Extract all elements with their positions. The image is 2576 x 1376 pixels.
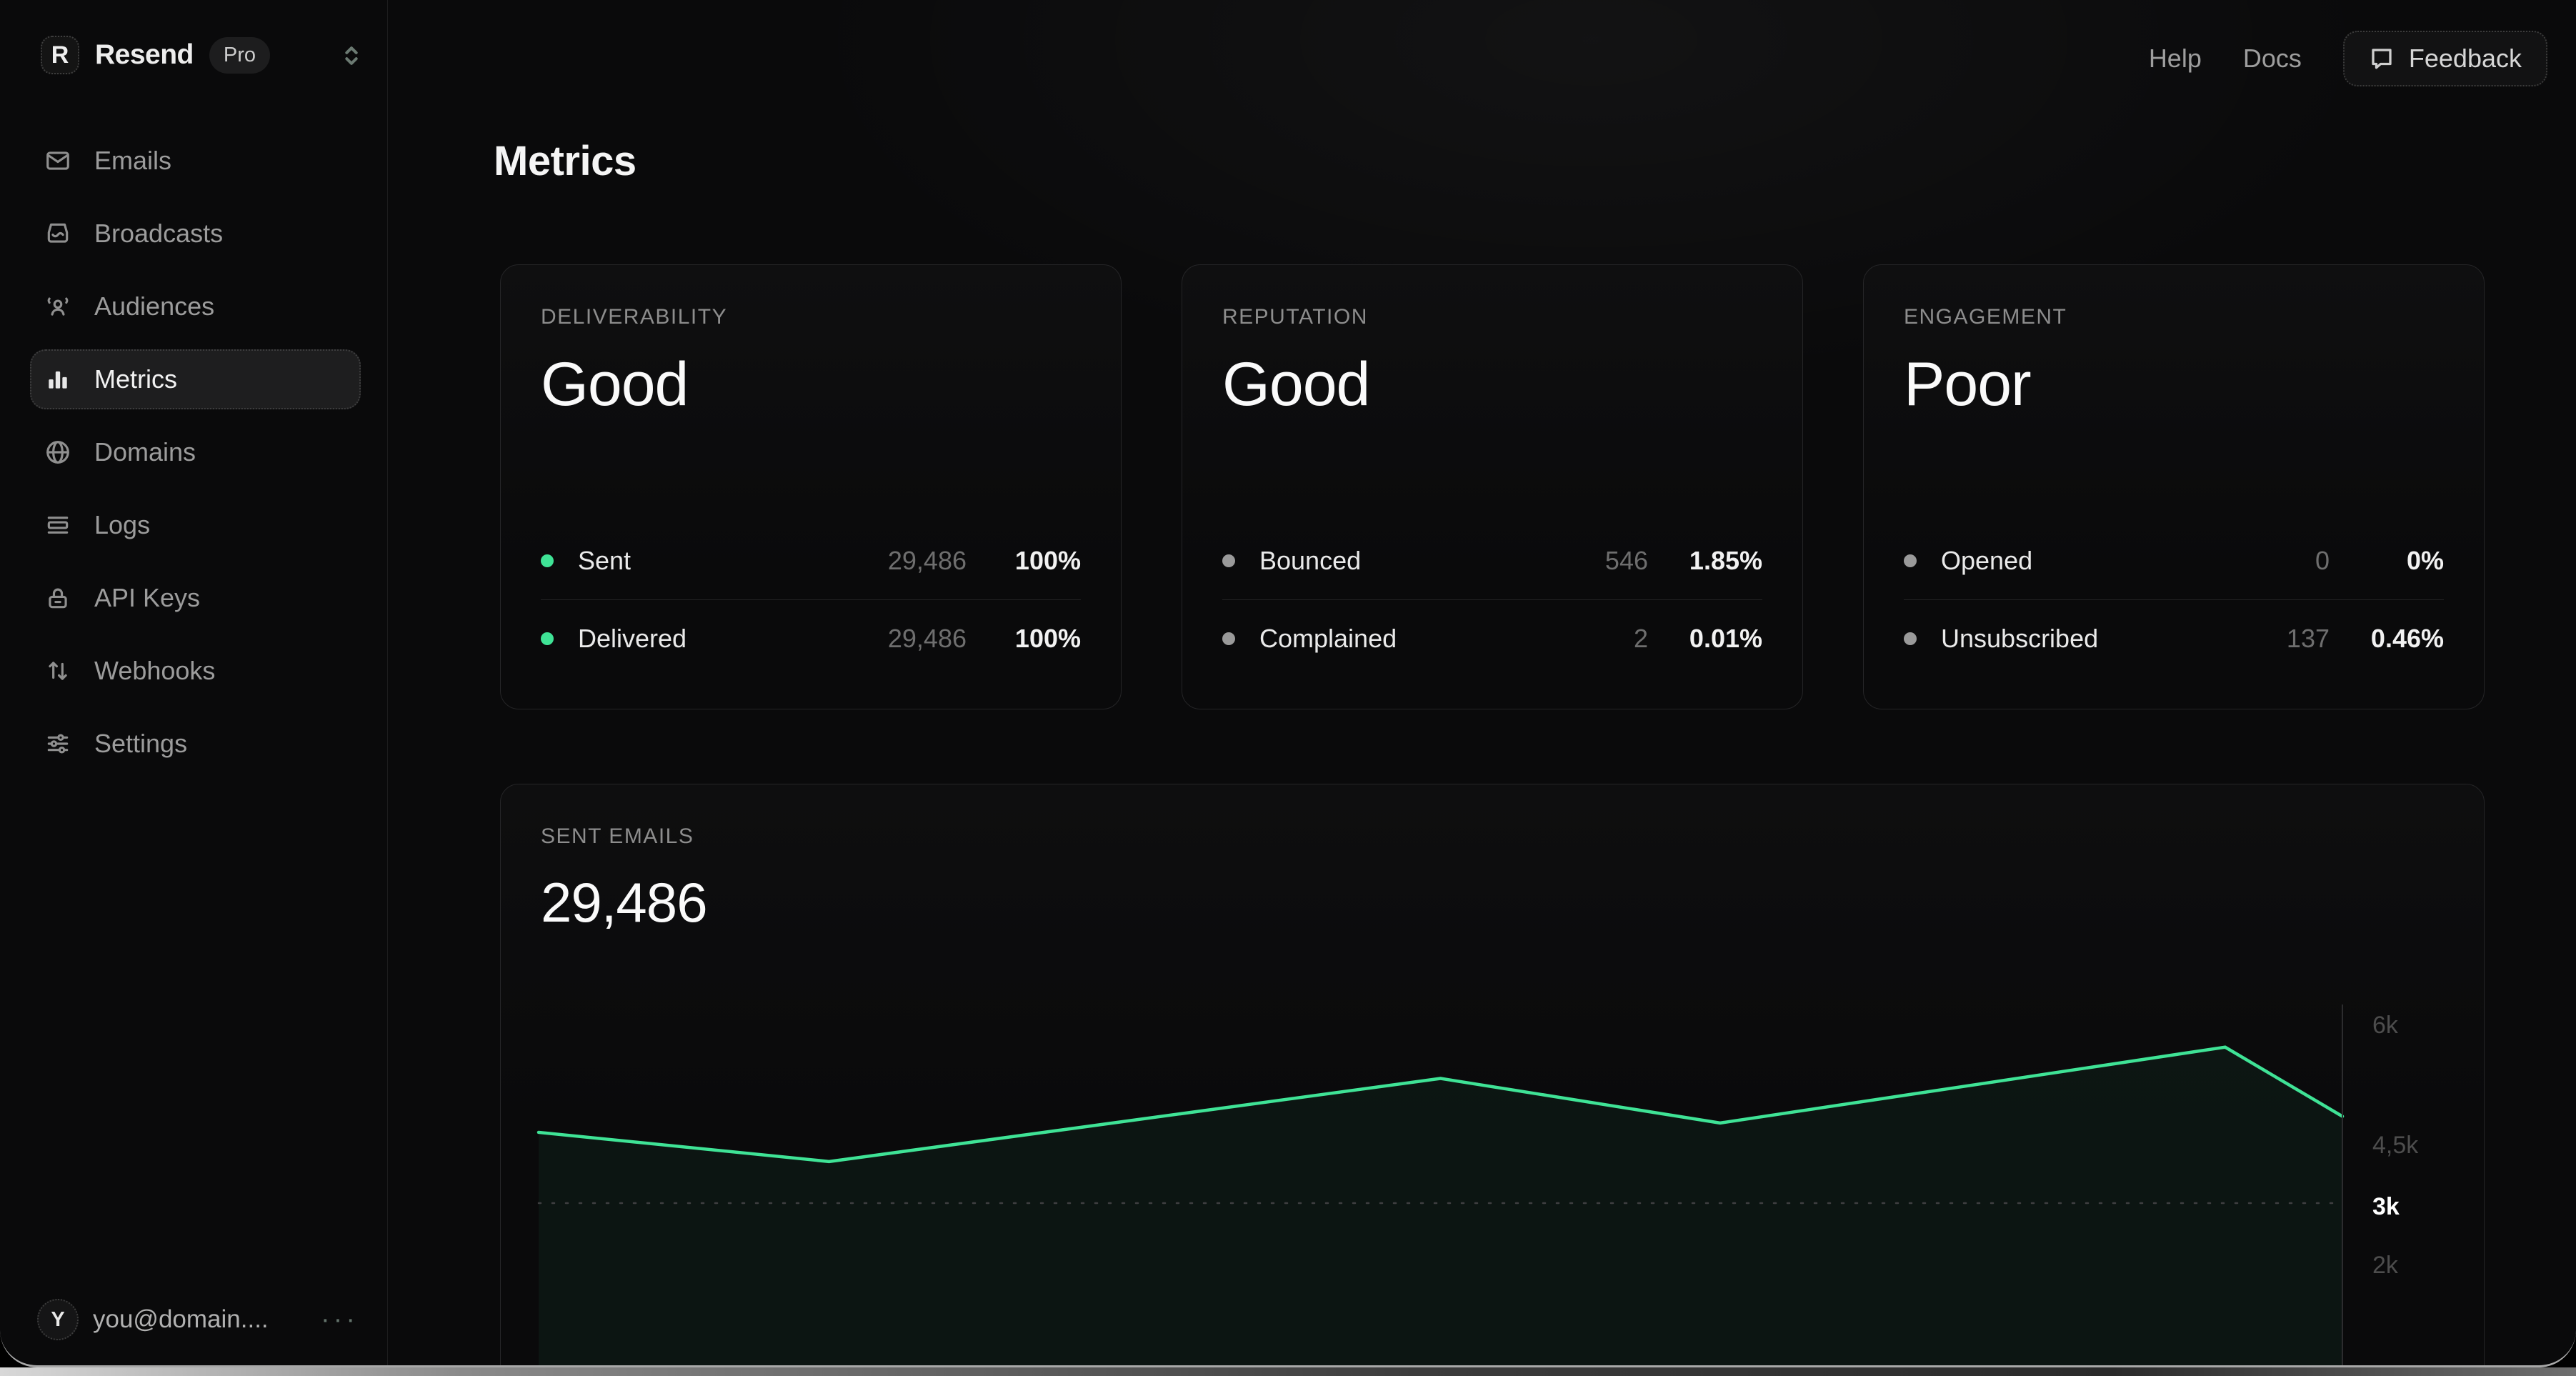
sent-emails-card: 6k 4,5k 3k 2k SENT EMAILS 29,486 (500, 784, 2485, 1365)
page-title: Metrics (494, 138, 636, 184)
row-divider (1222, 599, 1762, 600)
card-label: DELIVERABILITY (541, 305, 728, 329)
sidebar-item-settings[interactable]: Settings (30, 707, 361, 780)
row-divider (1904, 599, 2444, 600)
feedback-button[interactable]: Feedback (2342, 31, 2547, 86)
sidebar-nav: Emails Broadcasts Audiences Metrics Doma… (30, 124, 361, 780)
avatar: Y (37, 1299, 79, 1340)
window-bottom-edge (0, 1367, 2576, 1376)
sidebar-item-metrics[interactable]: Metrics (30, 349, 361, 409)
status-dot (1222, 632, 1235, 645)
metric-row-opened: Opened 0 0% (1904, 531, 2444, 591)
topbar: Help Docs Feedback (2149, 31, 2547, 86)
globe-icon (46, 441, 69, 464)
mail-icon (46, 151, 69, 170)
summary-cards: DELIVERABILITY Good Sent 29,486 100% Del… (500, 264, 2485, 709)
status-dot (1904, 554, 1917, 567)
brand-name: Resend (95, 39, 194, 70)
chevron-updown-icon[interactable] (337, 41, 366, 70)
card-label: ENGAGEMENT (1904, 305, 2067, 329)
docs-link[interactable]: Docs (2242, 44, 2302, 73)
sent-emails-label: SENT EMAILS (541, 824, 694, 848)
help-link[interactable]: Help (2148, 44, 2202, 73)
status-dot (1222, 554, 1235, 567)
lock-icon (49, 588, 67, 609)
resend-logo: R (41, 36, 79, 74)
row-divider (541, 599, 1081, 600)
metric-row-bounced: Bounced 546 1.85% (1222, 531, 1762, 591)
user-menu-dots-icon[interactable]: ··· (321, 1305, 359, 1335)
metric-row-sent: Sent 29,486 100% (541, 531, 1081, 591)
chat-bubble-icon (2372, 49, 2392, 69)
svg-text:2k: 2k (2372, 1252, 2399, 1279)
card-reputation: REPUTATION Good Bounced 546 1.85% Compla… (1182, 264, 1803, 709)
metric-row-delivered: Delivered 29,486 100% (541, 609, 1081, 669)
sidebar-item-logs[interactable]: Logs (30, 489, 361, 562)
svg-text:4,5k: 4,5k (2372, 1132, 2419, 1159)
webhooks-icon (49, 662, 67, 680)
svg-text:6k: 6k (2372, 1012, 2399, 1039)
sidebar: R Resend Pro Emails Broadcasts (0, 0, 388, 1365)
status-dot (1904, 632, 1917, 645)
card-status: Good (1222, 350, 1370, 419)
sidebar-item-broadcasts[interactable]: Broadcasts (30, 197, 361, 270)
card-label: REPUTATION (1222, 305, 1368, 329)
card-status: Poor (1904, 350, 2032, 419)
user-email: you@domain.... (93, 1305, 269, 1333)
user-account-row[interactable]: Y you@domain.... ··· (37, 1299, 359, 1340)
svg-text:3k: 3k (2372, 1193, 2400, 1220)
logo-letter: R (51, 41, 69, 69)
sidebar-item-api-keys[interactable]: API Keys (30, 562, 361, 634)
sent-emails-total: 29,486 (541, 871, 708, 934)
metric-row-complained: Complained 2 0.01% (1222, 609, 1762, 669)
main-content: Help Docs Feedback Metrics DELIVERABILIT… (388, 0, 2576, 1365)
metrics-icon (49, 371, 67, 389)
sidebar-item-webhooks[interactable]: Webhooks (30, 634, 361, 707)
sidebar-item-audiences[interactable]: Audiences (30, 270, 361, 343)
status-dot (541, 554, 554, 567)
workspace-switcher[interactable]: R Resend Pro (41, 36, 358, 74)
card-engagement: ENGAGEMENT Poor Opened 0 0% Unsubscribed (1863, 264, 2485, 709)
plan-badge: Pro (209, 36, 271, 74)
settings-icon (47, 734, 69, 754)
broadcast-icon (47, 223, 69, 243)
card-deliverability: DELIVERABILITY Good Sent 29,486 100% Del… (500, 264, 1122, 709)
sidebar-item-domains[interactable]: Domains (30, 416, 361, 489)
status-dot (541, 632, 554, 645)
sidebar-item-emails[interactable]: Emails (30, 124, 361, 197)
logs-icon (47, 517, 69, 534)
card-status: Good (541, 350, 689, 419)
audiences-icon (47, 297, 69, 316)
metric-row-unsubscribed: Unsubscribed 137 0.46% (1904, 609, 2444, 669)
